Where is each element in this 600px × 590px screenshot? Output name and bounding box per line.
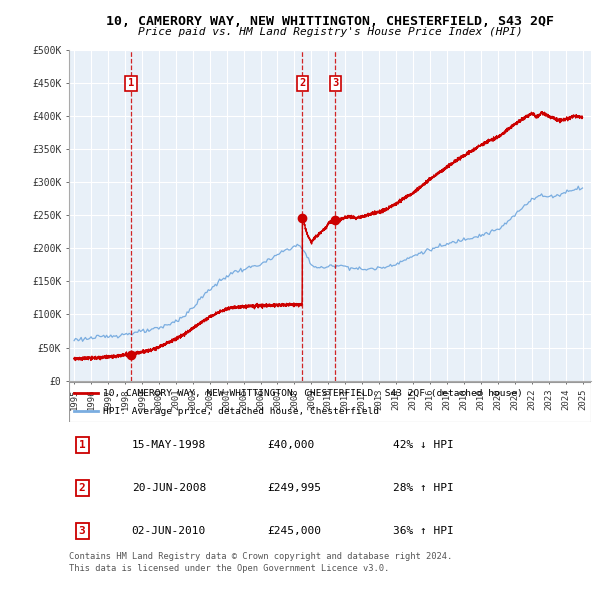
Text: 2: 2 <box>299 78 305 88</box>
Text: 1: 1 <box>128 78 134 88</box>
Text: Contains HM Land Registry data © Crown copyright and database right 2024.: Contains HM Land Registry data © Crown c… <box>69 552 452 561</box>
Text: This data is licensed under the Open Government Licence v3.0.: This data is licensed under the Open Gov… <box>69 563 389 572</box>
Text: 20-JUN-2008: 20-JUN-2008 <box>131 483 206 493</box>
Text: HPI: Average price, detached house, Chesterfield: HPI: Average price, detached house, Ches… <box>103 407 379 416</box>
Text: 10, CAMERORY WAY, NEW WHITTINGTON, CHESTERFIELD, S43 2QF: 10, CAMERORY WAY, NEW WHITTINGTON, CHEST… <box>106 15 554 28</box>
Text: 2: 2 <box>79 483 85 493</box>
Text: 3: 3 <box>79 526 85 536</box>
Text: 02-JUN-2010: 02-JUN-2010 <box>131 526 206 536</box>
Text: 42% ↓ HPI: 42% ↓ HPI <box>392 440 454 450</box>
Text: £40,000: £40,000 <box>268 440 314 450</box>
Text: 1: 1 <box>79 440 85 450</box>
Text: Price paid vs. HM Land Registry's House Price Index (HPI): Price paid vs. HM Land Registry's House … <box>137 27 523 37</box>
Text: 28% ↑ HPI: 28% ↑ HPI <box>392 483 454 493</box>
Text: 3: 3 <box>332 78 338 88</box>
Text: 10, CAMERORY WAY, NEW WHITTINGTON, CHESTERFIELD, S43 2QF (detached house): 10, CAMERORY WAY, NEW WHITTINGTON, CHEST… <box>103 388 523 398</box>
Text: £249,995: £249,995 <box>268 483 322 493</box>
Text: 15-MAY-1998: 15-MAY-1998 <box>131 440 206 450</box>
Text: 36% ↑ HPI: 36% ↑ HPI <box>392 526 454 536</box>
Text: £245,000: £245,000 <box>268 526 322 536</box>
